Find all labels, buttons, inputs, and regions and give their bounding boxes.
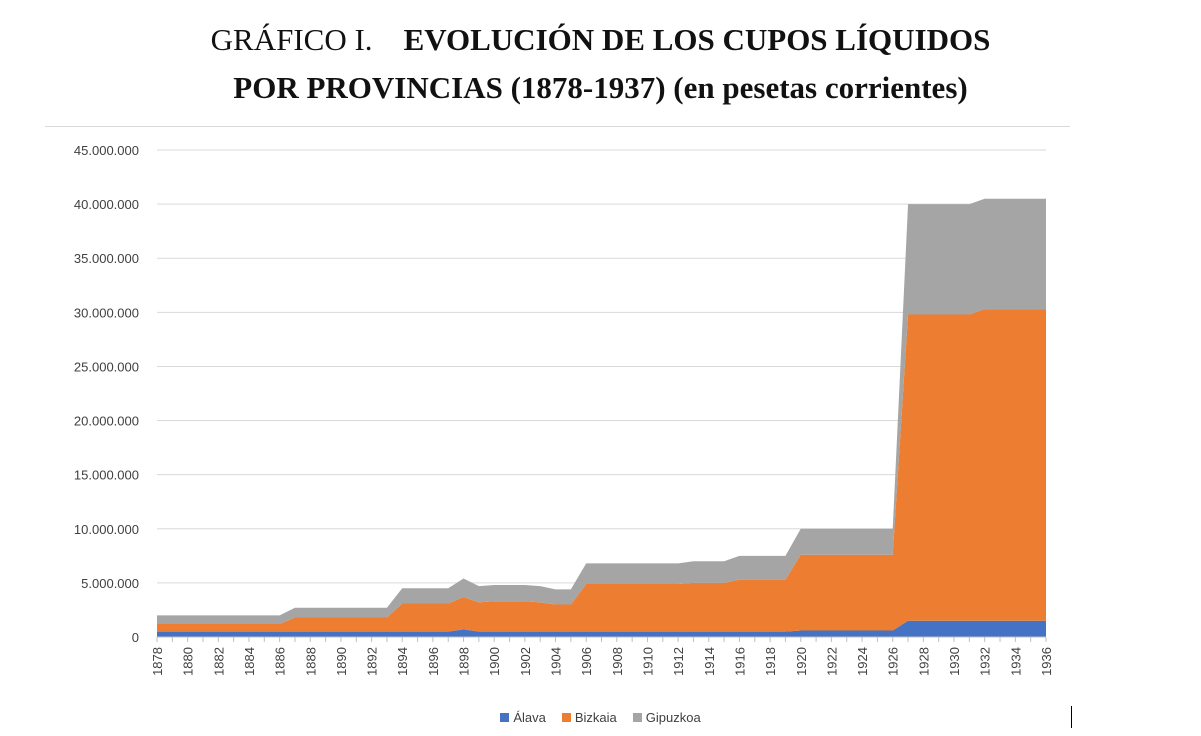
x-tick-label: 1890 <box>334 647 349 676</box>
x-tick-label: 1916 <box>732 647 747 676</box>
chart-title-line-1: GRÁFICO I. EVOLUCIÓN DE LOS CUPOS LÍQUID… <box>0 22 1201 58</box>
x-tick-label: 1908 <box>610 647 625 676</box>
x-tick-label: 1936 <box>1039 647 1054 676</box>
y-tick-label: 35.000.000 <box>74 251 139 266</box>
axes: 0 5.000.000 10.000.000 15.000.000 20.000.000… <box>74 143 1054 676</box>
legend-label: Bizkaia <box>574 710 617 725</box>
y-tick-label: 20.000.000 <box>74 414 139 429</box>
y-tick-label: 25.000.000 <box>74 359 139 374</box>
x-tick-label: 1898 <box>457 647 472 676</box>
y-tick-label: 15.000.000 <box>74 468 139 483</box>
x-tick-label: 1922 <box>824 647 839 676</box>
x-tick-label: 1880 <box>181 647 196 676</box>
gridlines <box>157 149 1046 584</box>
y-tick-label: 0 <box>132 630 139 645</box>
x-tick-label: 1934 <box>1008 647 1023 676</box>
x-tick-label: 1920 <box>794 647 809 676</box>
legend-swatch <box>500 713 510 722</box>
legend-swatch <box>632 713 642 722</box>
x-tick-label: 1896 <box>426 647 441 676</box>
x-tick-label: 1930 <box>947 647 962 676</box>
x-tick-label: 1904 <box>549 647 564 676</box>
area-alava <box>157 620 1046 637</box>
x-tick-label: 1932 <box>978 647 993 676</box>
y-tick-label: 30.000.000 <box>74 305 139 320</box>
legend-swatch <box>561 713 571 722</box>
legend-item-alava: Álava <box>500 710 546 725</box>
y-tick-label: 40.000.000 <box>74 197 139 212</box>
x-tick-label: 1914 <box>702 647 717 676</box>
x-tick-label: 1910 <box>640 647 655 676</box>
x-tick-label: 1906 <box>579 647 594 676</box>
figure-number: GRÁFICO I. <box>210 22 373 57</box>
legend-label: Álava <box>513 710 546 725</box>
y-tick-label: 5.000.000 <box>81 576 139 591</box>
x-tick-label: 1878 <box>150 647 165 676</box>
x-tick-label: 1900 <box>487 647 502 676</box>
stacked-area-chart: 0 5.000.000 10.000.000 15.000.000 20.000.000… <box>74 143 1054 676</box>
x-tick-label: 1894 <box>395 647 410 676</box>
area-series <box>157 198 1046 637</box>
x-tick-label: 1924 <box>855 647 870 676</box>
x-tick-label: 1926 <box>886 647 901 676</box>
x-tick-label: 1884 <box>242 647 257 676</box>
area-bizkaia <box>157 309 1046 632</box>
chart-area: 0 5.000.000 10.000.000 15.000.000 20.000.000… <box>45 126 1070 736</box>
legend: Álava Bizkaia Gipuzkoa <box>0 710 1201 725</box>
x-tick-label: 1892 <box>365 647 380 676</box>
y-tick-label: 45.000.000 <box>74 143 139 158</box>
x-tick-label: 1888 <box>303 647 318 676</box>
x-tick-label: 1886 <box>273 647 288 676</box>
x-tick-label: 1928 <box>916 647 931 676</box>
x-tick-label: 1882 <box>211 647 226 676</box>
text-cursor <box>1071 706 1072 728</box>
x-tick-label: 1912 <box>671 647 686 676</box>
chart-title-line-2: POR PROVINCIAS (1878-1937) (en pesetas c… <box>233 70 968 105</box>
legend-item-gipuzkoa: Gipuzkoa <box>632 710 701 725</box>
y-tick-label: 10.000.000 <box>74 522 139 537</box>
legend-label: Gipuzkoa <box>645 710 701 725</box>
area-gipuzkoa <box>157 198 1046 625</box>
legend-item-bizkaia: Bizkaia <box>561 710 617 725</box>
chart-title-main: EVOLUCIÓN DE LOS CUPOS LÍQUIDOS <box>403 22 991 57</box>
x-tick-label: 1918 <box>763 647 778 676</box>
x-tick-label: 1902 <box>518 647 533 676</box>
